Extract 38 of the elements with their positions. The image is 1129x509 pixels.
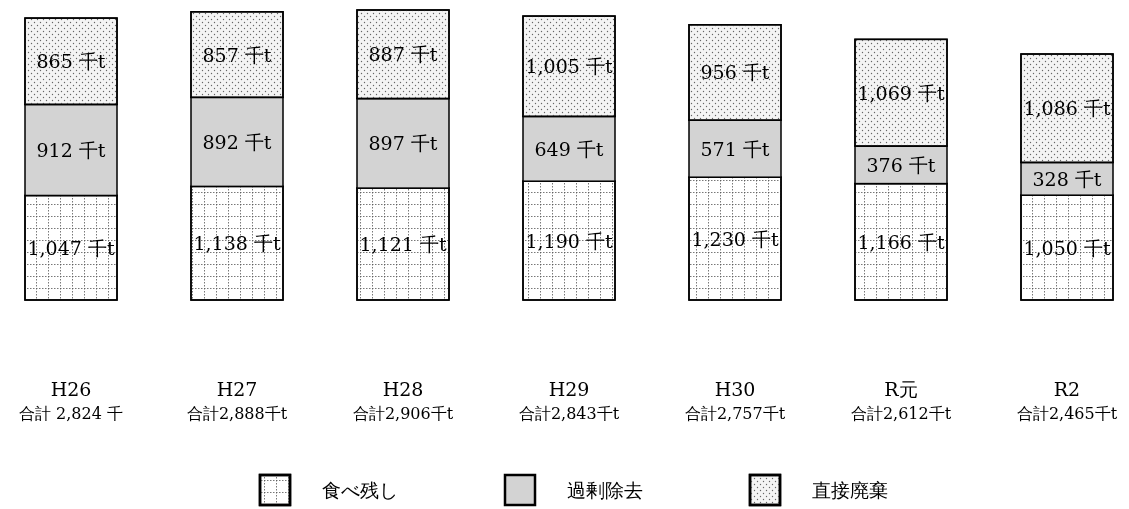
text: 合計2,906千t [352, 403, 454, 423]
x-tick-label: H26 [50, 378, 92, 400]
data-label: 1,166 千t [857, 230, 945, 253]
data-label: 897 千t [368, 132, 438, 155]
data-label: 1,047 千t [27, 236, 115, 259]
text: 合計2,843千t [518, 403, 620, 423]
x-tick-label: R2 [1053, 378, 1081, 400]
data-label: 857 千t [202, 43, 272, 66]
x-tick-label: H30 [714, 378, 756, 400]
text: 合計2,888千t [186, 403, 288, 423]
legend-label: 食べ残し [322, 479, 398, 501]
text: 合計 2,824 千 [19, 403, 123, 423]
data-label: 865 千t [36, 50, 106, 73]
data-label: 912 千t [36, 138, 106, 161]
data-label: 376 千t [866, 153, 936, 176]
data-label: 1,190 千t [525, 229, 613, 252]
data-label: 892 千t [202, 130, 272, 153]
data-label: 1,230 千t [691, 227, 779, 250]
data-label: 649 千t [534, 137, 604, 160]
text: 合計2,465千t [1016, 403, 1118, 423]
x-tick-label: H27 [216, 378, 258, 400]
data-label: 571 千t [700, 137, 770, 160]
data-label: 328 千t [1032, 167, 1102, 190]
data-label: 956 千t [700, 61, 770, 84]
data-label: 887 千t [368, 43, 438, 66]
x-tick-label: R元 [884, 378, 918, 400]
data-label: 1,086 千t [1023, 97, 1111, 120]
data-label: 1,069 千t [857, 81, 945, 104]
data-label: 1,138 千t [193, 232, 281, 255]
x-tick-label: H29 [548, 378, 590, 400]
text: 合計2,757千t [684, 403, 786, 423]
text: 合計2,612千t [850, 403, 952, 423]
legend-label: 過剰除去 [567, 479, 643, 501]
legend-label: 直接廃棄 [812, 479, 888, 501]
data-label: 1,050 千t [1023, 236, 1111, 259]
data-label: 1,005 千t [525, 55, 613, 78]
data-label: 1,121 千t [359, 233, 447, 256]
x-tick-label: H28 [382, 378, 424, 400]
